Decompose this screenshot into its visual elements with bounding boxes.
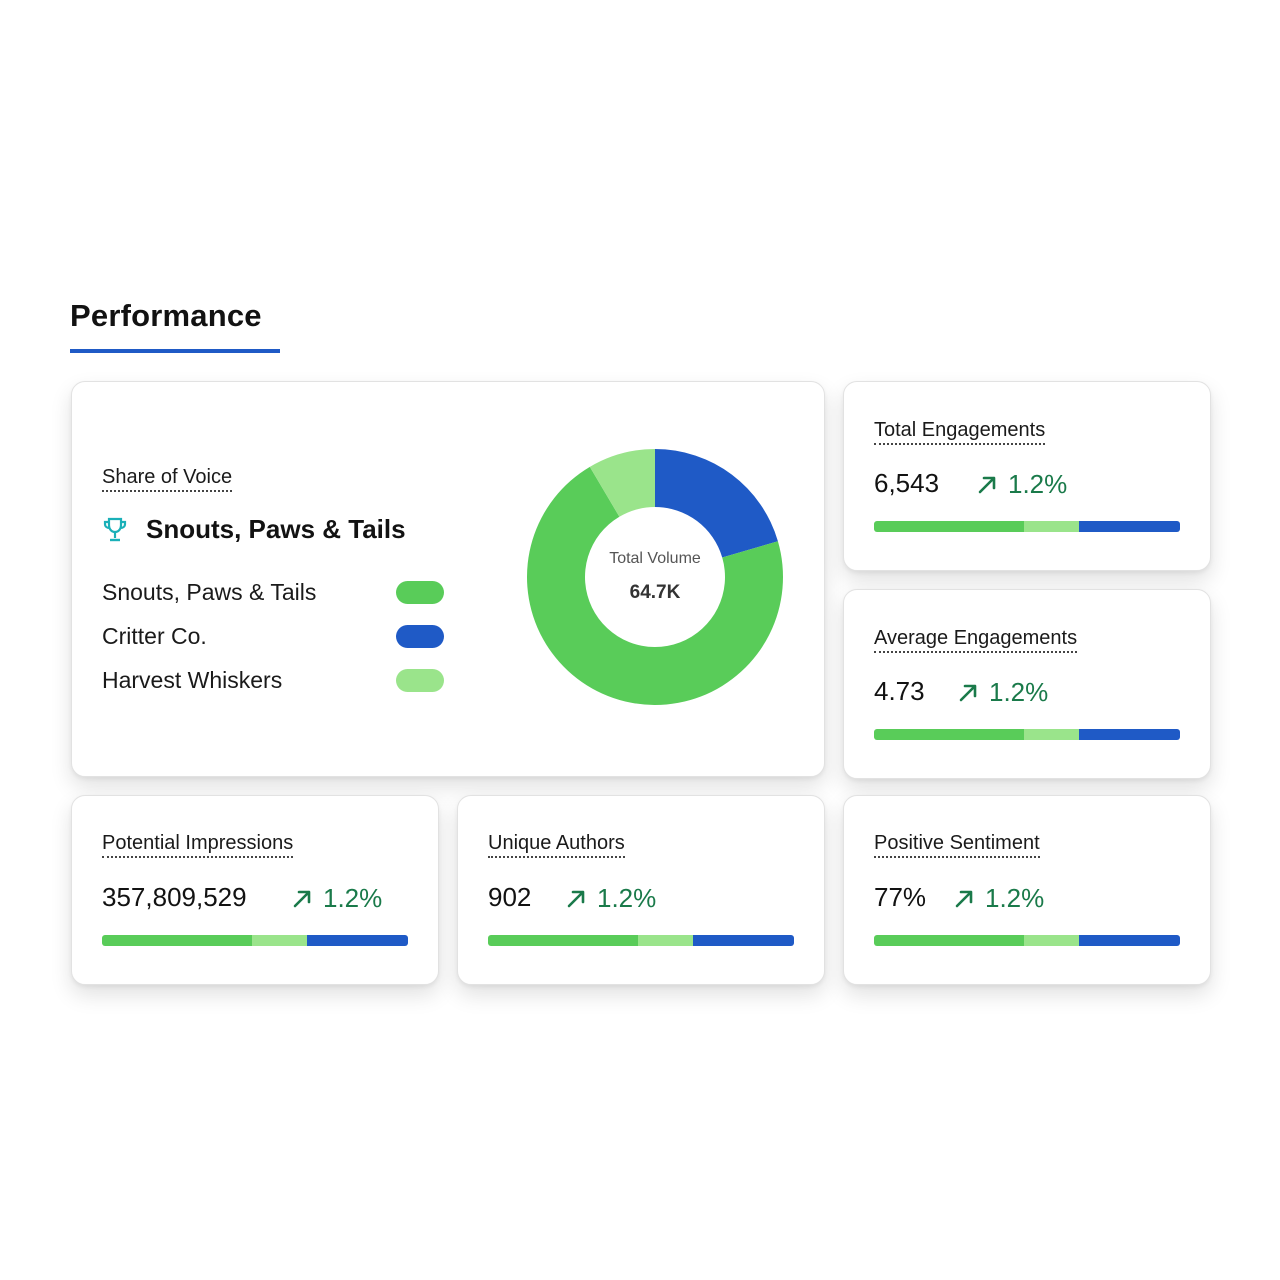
bar-segment bbox=[1079, 521, 1180, 532]
metric-delta: 1.2% bbox=[291, 883, 382, 914]
bar-segment bbox=[637, 935, 694, 946]
metric-delta-value: 1.2% bbox=[597, 883, 657, 913]
arrow-up-right-icon bbox=[955, 890, 973, 907]
metric-card-average-engagements: Average Engagements 4.73 1.2% bbox=[843, 589, 1211, 779]
bar-segment bbox=[874, 935, 1024, 946]
legend-label: Snouts, Paws & Tails bbox=[102, 578, 317, 605]
metric-label[interactable]: Unique Authors bbox=[488, 832, 625, 858]
share-of-voice-label[interactable]: Share of Voice bbox=[102, 466, 233, 492]
active-tab-underline bbox=[70, 349, 280, 353]
metric-delta: 1.2% bbox=[957, 677, 1048, 708]
metric-delta-value: 1.2% bbox=[323, 883, 383, 913]
metric-bar bbox=[102, 935, 408, 946]
arrow-up-right-icon bbox=[959, 684, 977, 701]
bar-segment bbox=[488, 935, 638, 946]
legend-swatch bbox=[396, 624, 444, 648]
metric-delta-value: 1.2% bbox=[985, 883, 1045, 913]
bar-segment bbox=[102, 935, 252, 946]
share-of-voice-leader: Snouts, Paws & Tails bbox=[102, 514, 406, 545]
metric-delta: 1.2% bbox=[976, 469, 1067, 500]
donut-center: Total Volume 64.7K bbox=[526, 448, 784, 706]
metric-delta: 1.2% bbox=[953, 883, 1044, 914]
metric-label[interactable]: Average Engagements bbox=[874, 627, 1078, 653]
legend-swatch bbox=[396, 668, 444, 692]
donut-slice-critter-co[interactable] bbox=[655, 449, 778, 558]
bar-segment bbox=[874, 729, 1024, 740]
donut-center-label: Total Volume bbox=[609, 550, 701, 567]
metric-value: 6,543 bbox=[874, 468, 940, 498]
bar-segment bbox=[251, 935, 308, 946]
donut-chart: Total Volume 64.7K bbox=[526, 448, 784, 706]
legend-label: Harvest Whiskers bbox=[102, 666, 283, 693]
bar-segment bbox=[693, 935, 794, 946]
legend-item: Harvest Whiskers bbox=[102, 665, 444, 695]
metric-label[interactable]: Potential Impressions bbox=[102, 832, 294, 858]
share-of-voice-card: Share of Voice Snouts, Paws & Tails Snou… bbox=[71, 381, 825, 777]
trophy-icon bbox=[103, 517, 127, 541]
metric-value: 902 bbox=[488, 882, 532, 912]
metric-bar bbox=[874, 935, 1180, 946]
donut-center-value: 64.7K bbox=[629, 582, 681, 603]
metric-value: 357,809,529 bbox=[102, 882, 247, 912]
metric-card-unique-authors: Unique Authors 902 1.2% bbox=[457, 795, 825, 985]
metric-label[interactable]: Positive Sentiment bbox=[874, 832, 1040, 858]
donut-svg bbox=[527, 449, 783, 705]
metric-value: 77% bbox=[874, 882, 927, 912]
metric-card-potential-impressions: Potential Impressions 357,809,529 1.2% bbox=[71, 795, 439, 985]
arrow-up-right-icon bbox=[978, 476, 996, 493]
metric-delta-value: 1.2% bbox=[1008, 469, 1068, 499]
metric-bar bbox=[488, 935, 794, 946]
leader-name: Snouts, Paws & Tails bbox=[146, 514, 406, 544]
bar-segment bbox=[307, 935, 408, 946]
arrow-up-right-icon bbox=[567, 890, 585, 907]
legend-label: Critter Co. bbox=[102, 622, 207, 649]
legend-swatch bbox=[396, 580, 444, 604]
metric-card-total-engagements: Total Engagements 6,543 1.2% bbox=[843, 381, 1211, 571]
metric-card-positive-sentiment: Positive Sentiment 77% 1.2% bbox=[843, 795, 1211, 985]
metric-delta: 1.2% bbox=[565, 883, 656, 914]
bar-segment bbox=[1079, 935, 1180, 946]
donut-slice-harvest-whiskers[interactable] bbox=[589, 449, 655, 517]
bar-segment bbox=[1023, 729, 1080, 740]
bar-segment bbox=[1023, 935, 1080, 946]
metric-label[interactable]: Total Engagements bbox=[874, 419, 1046, 445]
metric-bar bbox=[874, 521, 1180, 532]
metric-bar bbox=[874, 729, 1180, 740]
page-title[interactable]: Performance bbox=[70, 298, 262, 333]
arrow-up-right-icon bbox=[293, 890, 311, 907]
metric-value: 4.73 bbox=[874, 676, 925, 706]
bar-segment bbox=[1023, 521, 1080, 532]
bar-segment bbox=[1079, 729, 1180, 740]
metric-delta-value: 1.2% bbox=[989, 677, 1049, 707]
legend-item: Critter Co. bbox=[102, 621, 444, 651]
legend-item: Snouts, Paws & Tails bbox=[102, 577, 444, 607]
donut-slice-snouts-paws-tails[interactable] bbox=[527, 466, 783, 705]
bar-segment bbox=[874, 521, 1024, 532]
